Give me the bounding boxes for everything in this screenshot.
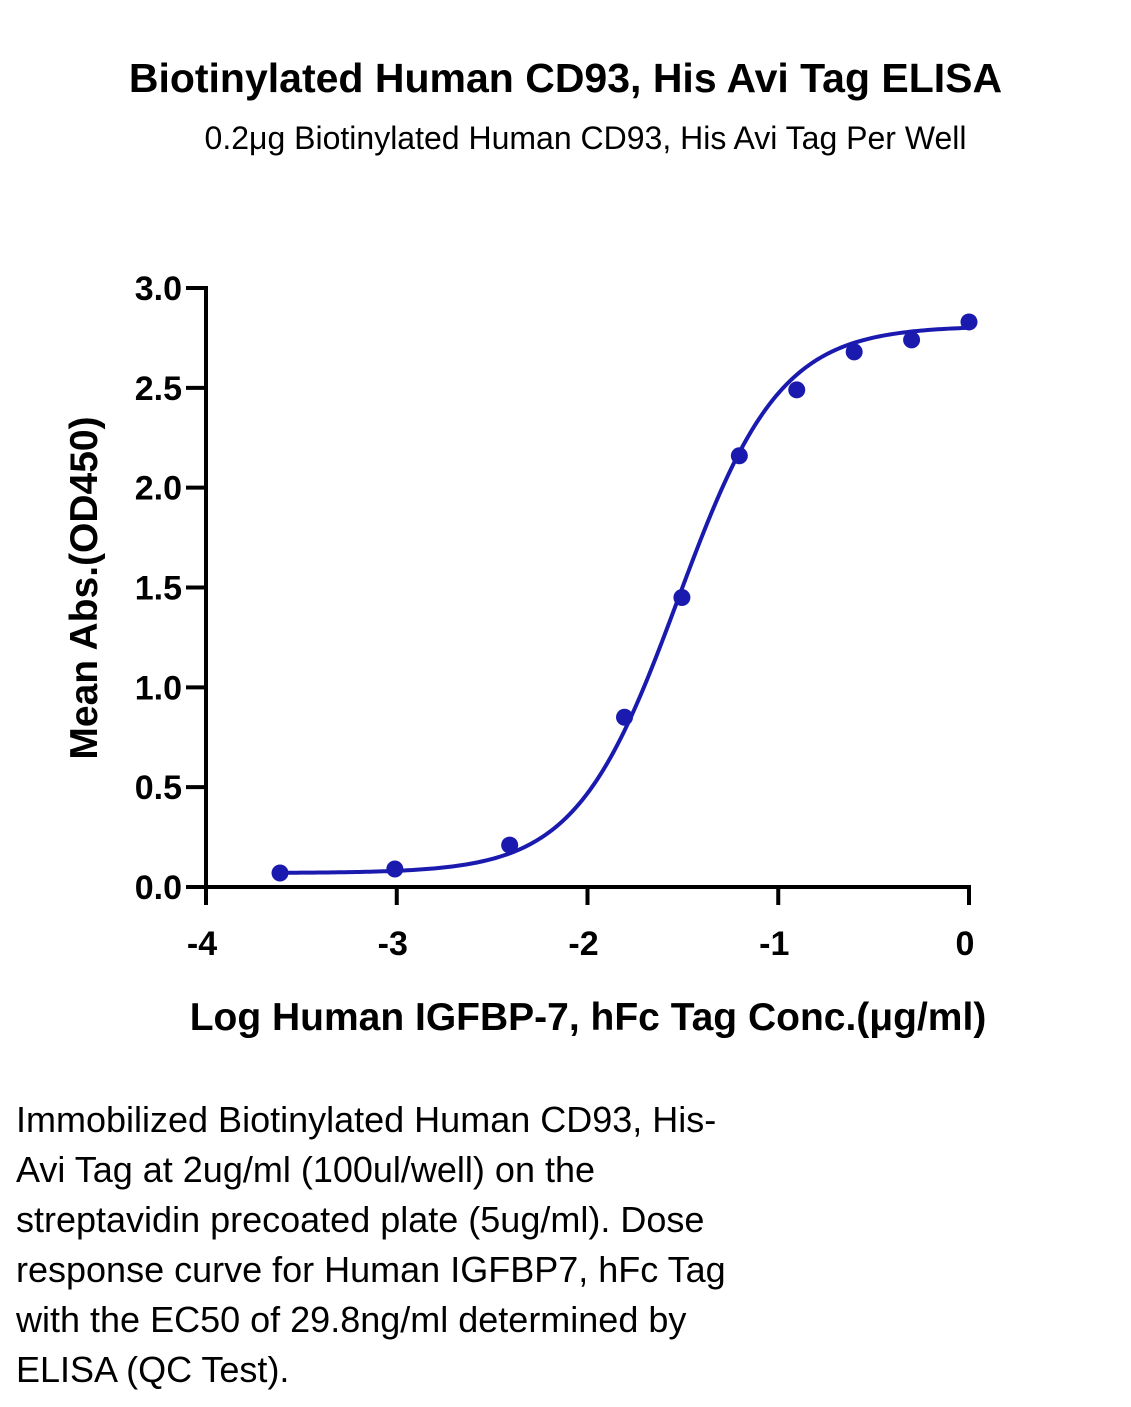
fit-curve xyxy=(279,325,970,875)
data-points-layer xyxy=(271,313,978,882)
x-tick-label: -1 xyxy=(759,925,789,963)
data-point xyxy=(903,331,921,349)
y-tick-label: 1.0 xyxy=(135,669,182,707)
chart-subtitle: 0.2μg Biotinylated Human CD93, His Avi T… xyxy=(204,120,967,156)
fit-curve-layer xyxy=(279,325,970,875)
caption-line: Immobilized Biotinylated Human CD93, His… xyxy=(16,1099,717,1140)
x-tick-label: 0 xyxy=(956,925,975,963)
x-tick-label: -3 xyxy=(378,925,408,963)
data-point xyxy=(730,447,748,465)
dose-response-chart: 0.0 0.5 1.0 1.5 2.0 2.5 3.0 -4 -3 -2 -1 0 Log Human … xyxy=(63,270,986,1039)
caption-line: response curve for Human IGFBP7, hFc Tag xyxy=(16,1249,726,1290)
data-point xyxy=(271,864,289,882)
axes xyxy=(186,286,971,905)
axis-labels: 0.0 0.5 1.0 1.5 2.0 2.5 3.0 -4 -3 -2 -1 0 Log Human … xyxy=(63,270,986,1039)
data-point xyxy=(616,708,634,726)
data-point xyxy=(845,343,863,361)
y-tick-label: 2.5 xyxy=(135,370,182,408)
chart-title: Biotinylated Human CD93, His Avi Tag ELI… xyxy=(128,55,1003,101)
y-tick-label: 0.5 xyxy=(135,769,182,807)
caption-line: streptavidin precoated plate (5ug/ml). D… xyxy=(16,1199,705,1240)
caption-line: ELISA (QC Test). xyxy=(16,1349,290,1390)
y-tick-label: 3.0 xyxy=(135,270,182,308)
x-tick-label: -2 xyxy=(568,925,598,963)
data-point xyxy=(673,588,691,606)
caption-line: Avi Tag at 2ug/ml (100ul/well) on the xyxy=(16,1149,596,1190)
y-tick-label: 0.0 xyxy=(135,869,182,907)
figure-caption: Immobilized Biotinylated Human CD93, His… xyxy=(16,1095,916,1395)
y-axis-label: Mean Abs.(OD450) xyxy=(63,416,106,759)
data-point xyxy=(386,860,404,878)
x-tick-label: -4 xyxy=(187,925,217,963)
y-tick-label: 2.0 xyxy=(135,470,182,508)
data-point xyxy=(501,836,519,854)
y-tick-label: 1.5 xyxy=(135,570,182,608)
data-point xyxy=(960,313,978,331)
x-axis-label: Log Human IGFBP-7, hFc Tag Conc.(μg/ml) xyxy=(190,996,987,1039)
caption-line: with the EC50 of 29.8ng/ml determined by xyxy=(16,1299,687,1340)
data-point xyxy=(788,381,806,399)
